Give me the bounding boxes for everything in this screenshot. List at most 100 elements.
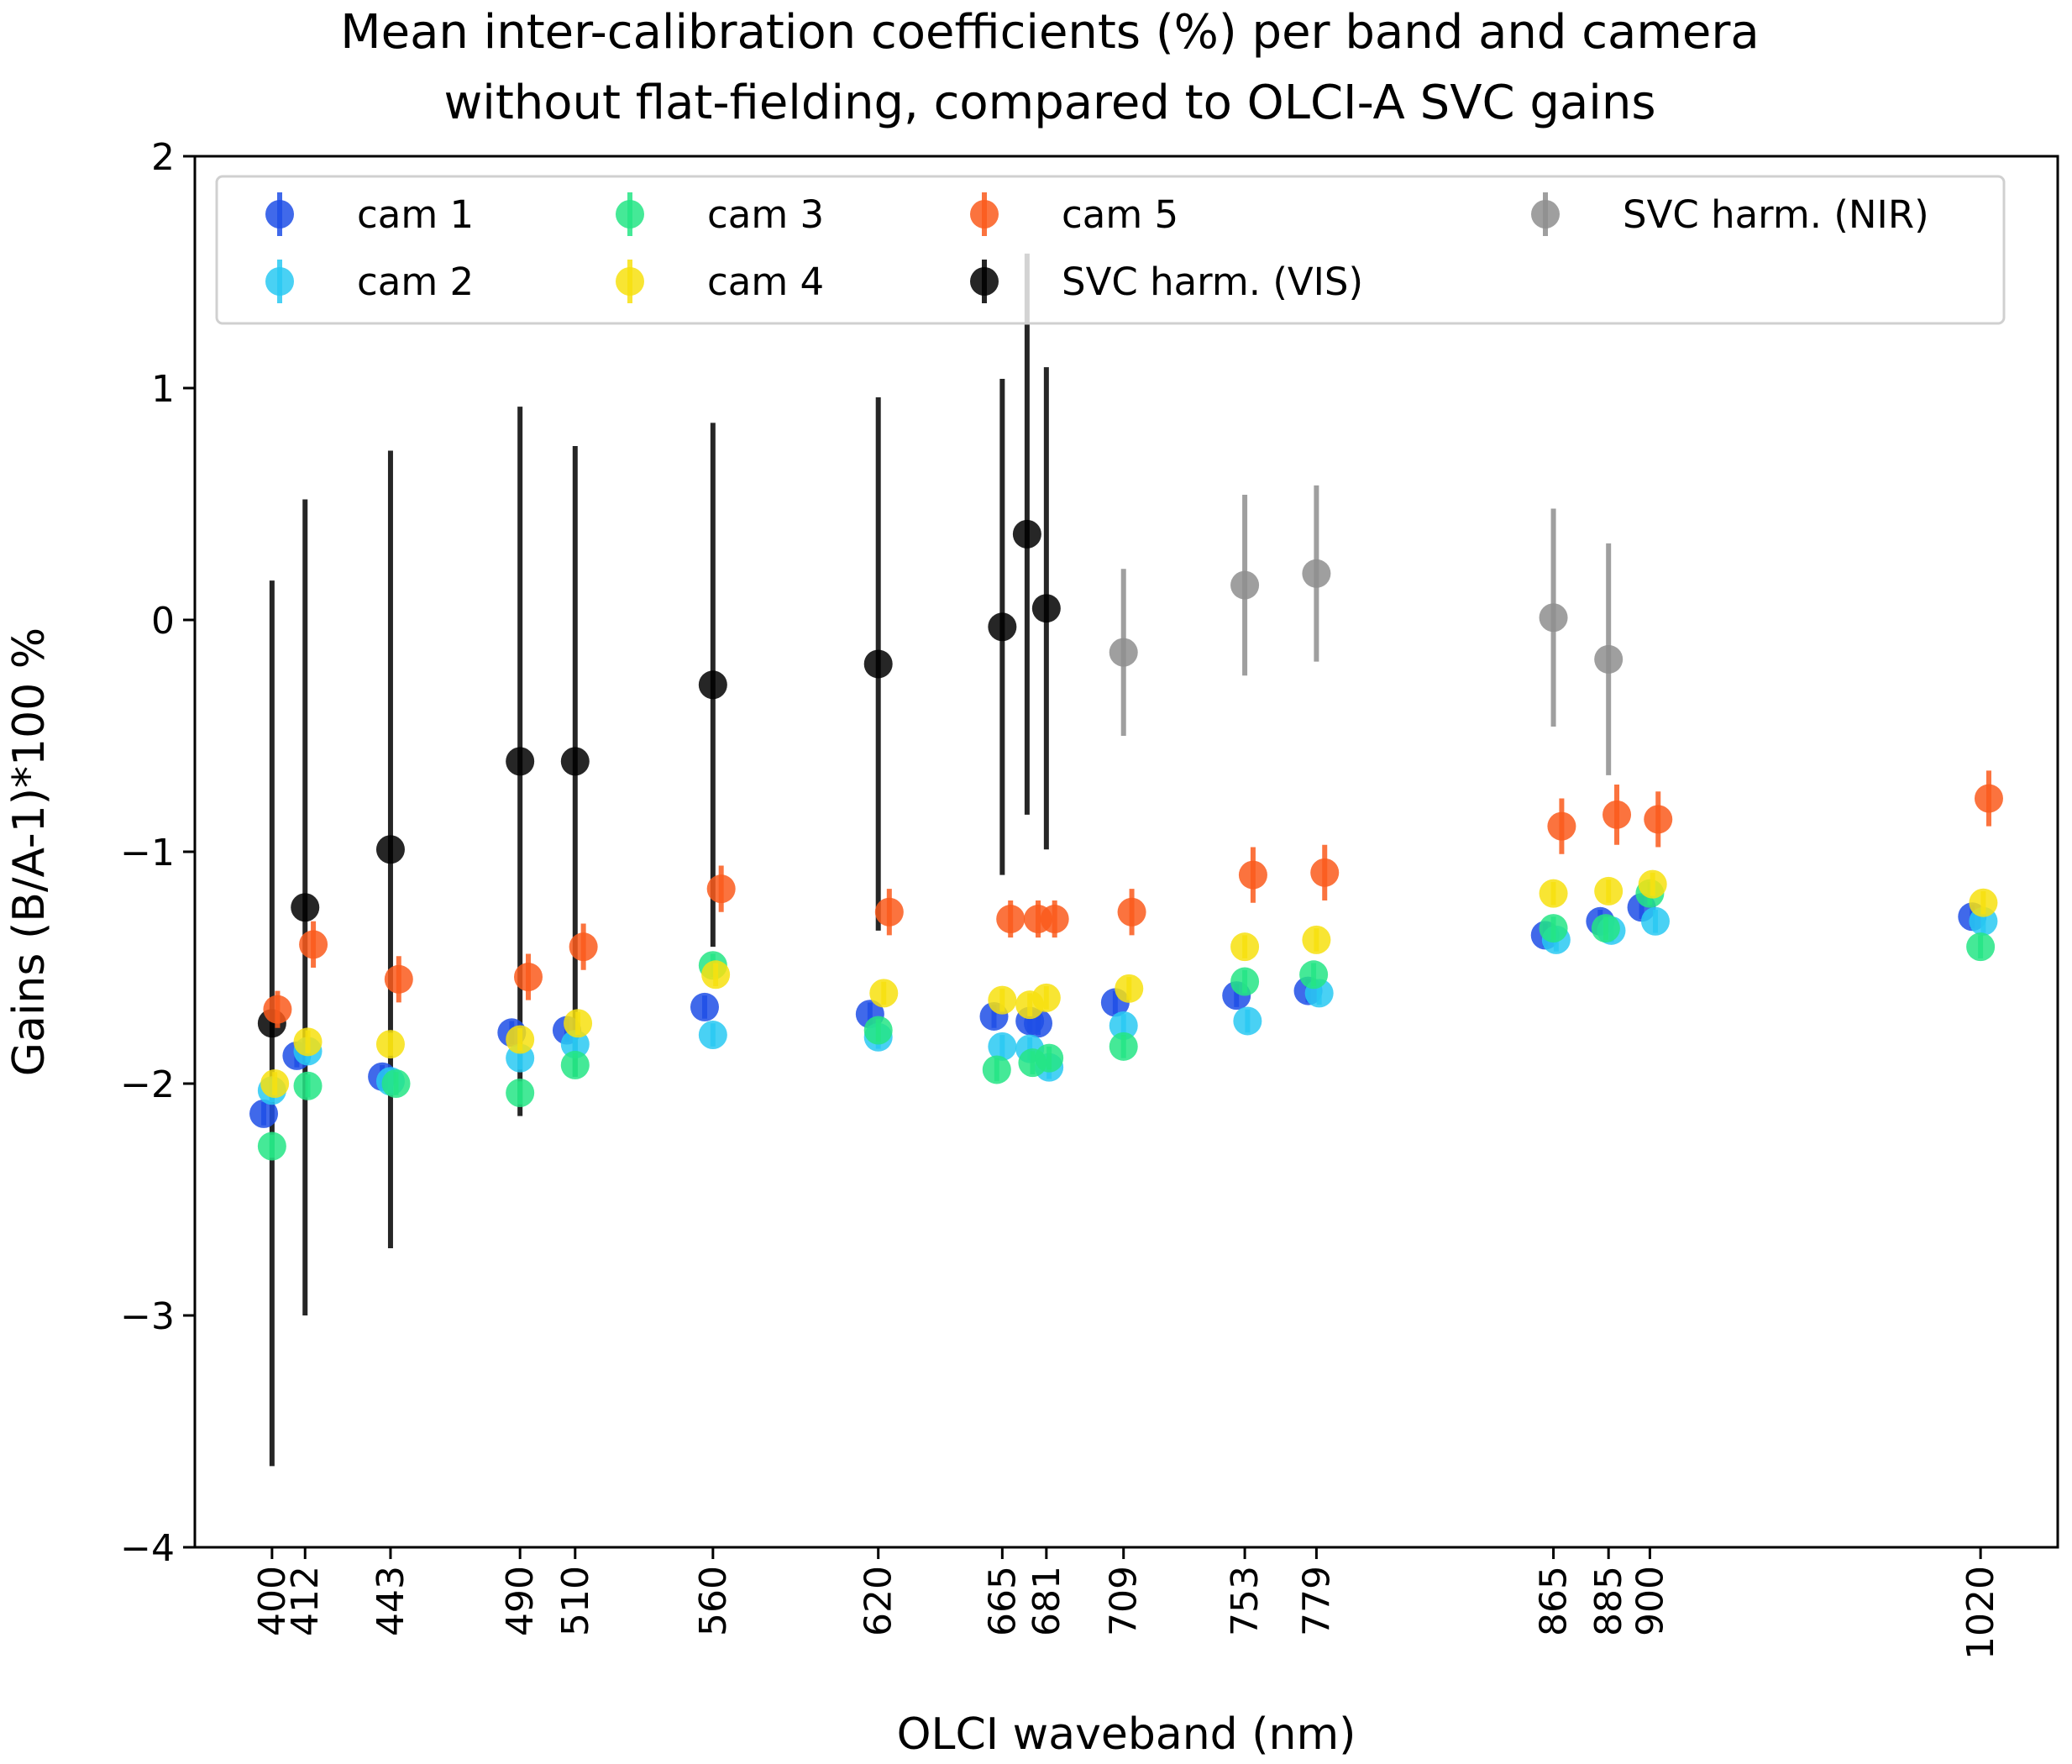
data-point <box>1302 559 1331 588</box>
data-point <box>690 992 719 1021</box>
data-point <box>874 897 904 927</box>
data-point <box>1299 960 1329 990</box>
data-point <box>1594 644 1624 674</box>
legend-marker <box>616 200 644 228</box>
legend-entry-cam-2: cam 2 <box>265 260 474 304</box>
data-point <box>1238 860 1267 890</box>
x-tick-label: 779 <box>1295 1566 1338 1636</box>
data-point <box>1969 888 1998 917</box>
data-point <box>1040 905 1069 934</box>
data-point <box>569 932 598 962</box>
legend-entry-cam-1: cam 1 <box>265 192 474 237</box>
legend-marker <box>265 200 294 228</box>
y-tick-label: 0 <box>151 600 175 643</box>
legend-label: SVC harm. (NIR) <box>1623 192 1929 237</box>
data-point <box>263 995 292 1024</box>
data-point <box>982 1055 1011 1084</box>
data-point <box>375 1030 405 1059</box>
data-point <box>249 1099 279 1128</box>
data-point <box>1638 869 1667 899</box>
legend-entry-cam-3: cam 3 <box>616 192 824 237</box>
legend-label: cam 1 <box>357 192 474 237</box>
data-point <box>1302 925 1331 954</box>
data-point <box>384 964 413 994</box>
data-point <box>1109 638 1138 667</box>
data-point <box>1035 1043 1064 1073</box>
data-point <box>996 905 1026 934</box>
data-point <box>381 1069 411 1098</box>
data-point <box>1539 879 1568 908</box>
data-point <box>1012 519 1041 549</box>
legend-label: cam 5 <box>1062 192 1178 237</box>
data-point <box>988 612 1017 642</box>
y-tick-label: −3 <box>120 1295 175 1338</box>
series-svc-harm-nir <box>1109 485 1624 775</box>
x-tick-label: 620 <box>858 1566 900 1636</box>
legend-entry-svc-harm-vis: SVC harm. (VIS) <box>970 260 1363 304</box>
x-tick-label: 443 <box>370 1566 412 1636</box>
data-point <box>1640 906 1670 936</box>
legend-marker <box>616 267 644 296</box>
legend-marker <box>970 267 999 296</box>
data-point <box>1644 805 1673 834</box>
data-point <box>988 985 1017 1015</box>
data-point <box>514 963 543 992</box>
legend-label: cam 4 <box>707 260 824 304</box>
data-point <box>1974 784 2003 813</box>
data-point <box>506 1079 535 1108</box>
data-point <box>1109 1011 1138 1040</box>
legend: cam 1 cam 2 cam 3 cam 4 cam 5 SVC harm. (VIS)… <box>215 175 2006 325</box>
data-point <box>1109 1032 1138 1061</box>
data-point <box>698 1021 727 1050</box>
y-tick-label: −4 <box>120 1527 175 1570</box>
legend-entry-cam-4: cam 4 <box>616 260 824 304</box>
data-point <box>863 649 893 679</box>
data-point <box>1031 983 1061 1012</box>
data-point <box>1547 811 1576 841</box>
data-point <box>1603 800 1632 829</box>
chart-title-line-2: without flat-fielding, compared to OLCI-… <box>443 76 1655 130</box>
series-cam-5 <box>263 770 2003 1028</box>
data-point <box>293 1071 323 1100</box>
data-point <box>260 1069 290 1098</box>
data-point <box>1233 1006 1262 1036</box>
data-point <box>1117 897 1146 927</box>
x-tick-label: 900 <box>1629 1566 1671 1636</box>
series-cam-4 <box>260 869 1998 1098</box>
x-tick-label: 885 <box>1587 1566 1630 1636</box>
data-point <box>706 874 736 904</box>
data-point <box>1031 594 1061 623</box>
legend-label: SVC harm. (VIS) <box>1062 260 1363 304</box>
data-point <box>299 930 328 959</box>
chart-title-line-1: Mean inter-calibration coefficients (%) … <box>340 5 1759 60</box>
data-point <box>1966 932 1996 962</box>
x-tick-label: 510 <box>554 1566 597 1636</box>
legend-marker <box>265 267 294 296</box>
x-tick-label: 1020 <box>1959 1566 2002 1660</box>
legend-entry-svc-harm-nir: SVC harm. (NIR) <box>1531 192 1929 237</box>
plot-frame <box>193 155 2059 1549</box>
x-axis-label: OLCI waveband (nm) <box>897 1709 1356 1760</box>
data-point <box>560 1050 590 1079</box>
legend-entry-cam-5: cam 5 <box>970 192 1178 237</box>
x-tick-label: 665 <box>981 1566 1024 1636</box>
data-point <box>701 960 731 990</box>
x-tick-label: 681 <box>1026 1566 1068 1636</box>
data-point <box>1230 932 1260 962</box>
x-tick-label: 709 <box>1103 1566 1146 1636</box>
data-point <box>1230 570 1260 600</box>
legend-marker <box>970 200 999 228</box>
y-tick-label: −2 <box>120 1063 175 1106</box>
y-axis-label: Gains (B/A-1)*100 % <box>4 627 55 1076</box>
data-point <box>698 670 727 700</box>
data-point <box>506 747 535 776</box>
legend-label: cam 2 <box>357 260 474 304</box>
data-point <box>506 1025 535 1054</box>
data-point <box>1594 876 1624 906</box>
data-point <box>1591 914 1620 943</box>
data-point <box>869 979 899 1008</box>
data-point <box>1115 974 1144 1003</box>
data-point <box>1539 914 1568 943</box>
